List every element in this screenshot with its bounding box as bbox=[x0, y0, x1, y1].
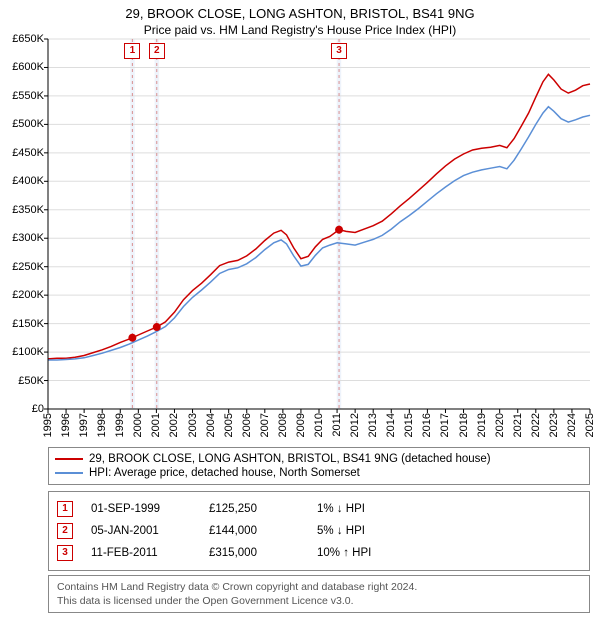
event-row: 2 05-JAN-2001 £144,000 5% ↓ HPI bbox=[57, 520, 581, 542]
event-row: 1 01-SEP-1999 £125,250 1% ↓ HPI bbox=[57, 498, 581, 520]
title-sub: Price paid vs. HM Land Registry's House … bbox=[0, 23, 600, 37]
y-axis-tick-label: £500K bbox=[12, 118, 44, 130]
x-axis-tick-label: 2008 bbox=[277, 413, 289, 437]
x-axis-tick-label: 2007 bbox=[259, 413, 271, 437]
x-axis-tick-label: 2020 bbox=[494, 413, 506, 437]
x-axis-tick-label: 2005 bbox=[223, 413, 235, 437]
chart-plot-area: £0£50K£100K£150K£200K£250K£300K£350K£400… bbox=[48, 39, 590, 409]
legend-item: 29, BROOK CLOSE, LONG ASHTON, BRISTOL, B… bbox=[55, 452, 583, 466]
x-axis-tick-label: 2021 bbox=[512, 413, 524, 437]
y-axis-tick-label: £550K bbox=[12, 90, 44, 102]
x-axis-tick-label: 2016 bbox=[421, 413, 433, 437]
events-table: 1 01-SEP-1999 £125,250 1% ↓ HPI 2 05-JAN-2001… bbox=[48, 491, 590, 571]
x-axis-tick-label: 2004 bbox=[205, 413, 217, 437]
event-delta: 10% ↑ HPI bbox=[317, 547, 427, 559]
event-price: £144,000 bbox=[209, 525, 299, 537]
y-axis-tick-label: £450K bbox=[12, 147, 44, 159]
event-badge: 3 bbox=[57, 545, 73, 561]
y-axis-tick-label: £300K bbox=[12, 232, 44, 244]
x-axis-tick-label: 2018 bbox=[458, 413, 470, 437]
x-axis-tick-label: 2019 bbox=[476, 413, 488, 437]
footer-line: Contains HM Land Registry data © Crown c… bbox=[57, 580, 581, 594]
x-axis-tick-label: 1998 bbox=[96, 413, 108, 437]
y-axis-tick-label: £350K bbox=[12, 204, 44, 216]
x-axis-tick-label: 2000 bbox=[132, 413, 144, 437]
x-axis-tick-label: 2015 bbox=[403, 413, 415, 437]
legend-swatch bbox=[55, 458, 83, 460]
event-delta: 1% ↓ HPI bbox=[317, 503, 427, 515]
title-block: 29, BROOK CLOSE, LONG ASHTON, BRISTOL, B… bbox=[0, 0, 600, 39]
x-axis-tick-label: 2014 bbox=[385, 413, 397, 437]
x-axis-tick-label: 2009 bbox=[295, 413, 307, 437]
legend-label: 29, BROOK CLOSE, LONG ASHTON, BRISTOL, B… bbox=[89, 453, 491, 465]
y-axis-tick-label: £100K bbox=[12, 346, 44, 358]
event-date: 05-JAN-2001 bbox=[91, 525, 191, 537]
title-main: 29, BROOK CLOSE, LONG ASHTON, BRISTOL, B… bbox=[0, 6, 600, 21]
event-badge: 2 bbox=[57, 523, 73, 539]
y-axis-tick-label: £200K bbox=[12, 289, 44, 301]
x-axis-tick-label: 2010 bbox=[313, 413, 325, 437]
event-date: 01-SEP-1999 bbox=[91, 503, 191, 515]
x-axis-tick-label: 2011 bbox=[331, 413, 343, 437]
y-axis-tick-label: £650K bbox=[12, 33, 44, 45]
y-axis-tick-label: £400K bbox=[12, 175, 44, 187]
attribution-footer: Contains HM Land Registry data © Crown c… bbox=[48, 575, 590, 613]
footer-line: This data is licensed under the Open Gov… bbox=[57, 594, 581, 608]
x-axis-tick-label: 2001 bbox=[150, 413, 162, 437]
event-badge: 1 bbox=[57, 501, 73, 517]
x-axis-tick-label: 2024 bbox=[566, 413, 578, 437]
x-axis-tick-label: 1999 bbox=[114, 413, 126, 437]
y-axis-tick-label: £150K bbox=[12, 318, 44, 330]
x-axis-tick-label: 2003 bbox=[187, 413, 199, 437]
x-axis-tick-label: 1995 bbox=[42, 413, 54, 437]
x-axis-tick-label: 2006 bbox=[241, 413, 253, 437]
event-date: 11-FEB-2011 bbox=[91, 547, 191, 559]
x-axis-tick-label: 2002 bbox=[168, 413, 180, 437]
event-marker-badge: 1 bbox=[124, 43, 140, 59]
event-price: £125,250 bbox=[209, 503, 299, 515]
x-axis-tick-label: 2013 bbox=[367, 413, 379, 437]
x-axis-tick-label: 1997 bbox=[78, 413, 90, 437]
x-axis-tick-label: 2012 bbox=[349, 413, 361, 437]
event-row: 3 11-FEB-2011 £315,000 10% ↑ HPI bbox=[57, 542, 581, 564]
x-axis-tick-label: 2025 bbox=[584, 413, 596, 437]
legend-item: HPI: Average price, detached house, Nort… bbox=[55, 466, 583, 480]
legend-label: HPI: Average price, detached house, Nort… bbox=[89, 467, 360, 479]
y-axis-tick-label: £250K bbox=[12, 261, 44, 273]
event-delta: 5% ↓ HPI bbox=[317, 525, 427, 537]
x-axis-tick-label: 2023 bbox=[548, 413, 560, 437]
x-axis-tick-label: 1996 bbox=[60, 413, 72, 437]
event-marker-badge: 2 bbox=[149, 43, 165, 59]
chart-container: 29, BROOK CLOSE, LONG ASHTON, BRISTOL, B… bbox=[0, 0, 600, 613]
chart-svg bbox=[48, 39, 590, 409]
y-axis-tick-label: £600K bbox=[12, 61, 44, 73]
event-marker-badge: 3 bbox=[331, 43, 347, 59]
legend-swatch bbox=[55, 472, 83, 474]
y-axis-tick-label: £50K bbox=[18, 375, 44, 387]
legend: 29, BROOK CLOSE, LONG ASHTON, BRISTOL, B… bbox=[48, 447, 590, 485]
x-axis-tick-label: 2022 bbox=[530, 413, 542, 437]
event-price: £315,000 bbox=[209, 547, 299, 559]
x-axis-tick-label: 2017 bbox=[439, 413, 451, 437]
